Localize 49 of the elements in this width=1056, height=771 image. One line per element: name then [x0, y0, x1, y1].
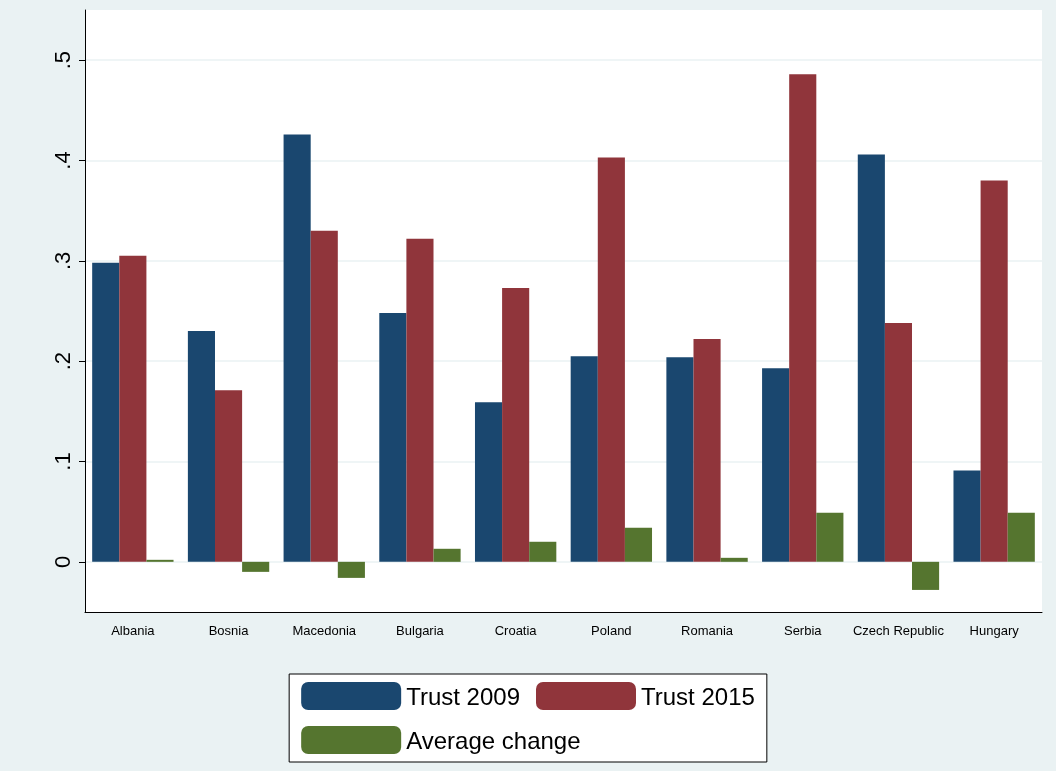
y-tick-label: .4 [49, 151, 75, 170]
bar [953, 470, 981, 562]
bar [720, 557, 748, 562]
bar [980, 180, 1008, 562]
bar [1007, 512, 1035, 562]
y-tick-label: .3 [49, 251, 75, 271]
bar [693, 339, 721, 562]
y-tick-label: .5 [49, 50, 75, 70]
bar [119, 255, 147, 562]
x-tick-label: Hungary [969, 623, 1020, 638]
bar [816, 512, 844, 562]
bar [502, 287, 530, 562]
x-tick-label: Serbia [783, 623, 823, 638]
x-tick-label: Bulgaria [396, 623, 445, 638]
bar [597, 157, 625, 562]
bar [857, 154, 885, 562]
x-tick-label: Romania [681, 623, 734, 638]
bar [624, 527, 653, 562]
bar [884, 323, 913, 562]
bar [187, 331, 215, 562]
legend-label: Trust 2009 [406, 682, 521, 710]
x-tick-label: Albania [111, 623, 156, 638]
bar [146, 559, 174, 562]
legend-label: Trust 2015 [641, 682, 755, 710]
x-tick-label: Bosnia [208, 623, 250, 638]
bar [337, 561, 365, 578]
x-tick-label: Poland [591, 623, 632, 638]
bar [283, 134, 311, 562]
bar [214, 390, 243, 562]
bar [666, 357, 694, 562]
bar [789, 74, 817, 562]
bar [912, 561, 940, 590]
bar [379, 313, 407, 562]
bar [92, 262, 120, 562]
legend-label: Average change [406, 726, 581, 754]
y-tick-label: 0 [49, 555, 75, 568]
x-tick-label: Czech Republic [852, 623, 945, 638]
bar [242, 561, 270, 572]
bar [406, 238, 434, 562]
x-tick-label: Croatia [494, 623, 538, 638]
bar [529, 541, 557, 562]
bar [762, 368, 790, 562]
y-tick-label: .2 [49, 351, 75, 371]
bar [310, 230, 338, 562]
bar [474, 402, 503, 562]
x-tick-label: Macedonia [292, 623, 357, 638]
bar [570, 356, 598, 562]
y-tick-label: .1 [49, 452, 75, 471]
bar [433, 548, 461, 562]
